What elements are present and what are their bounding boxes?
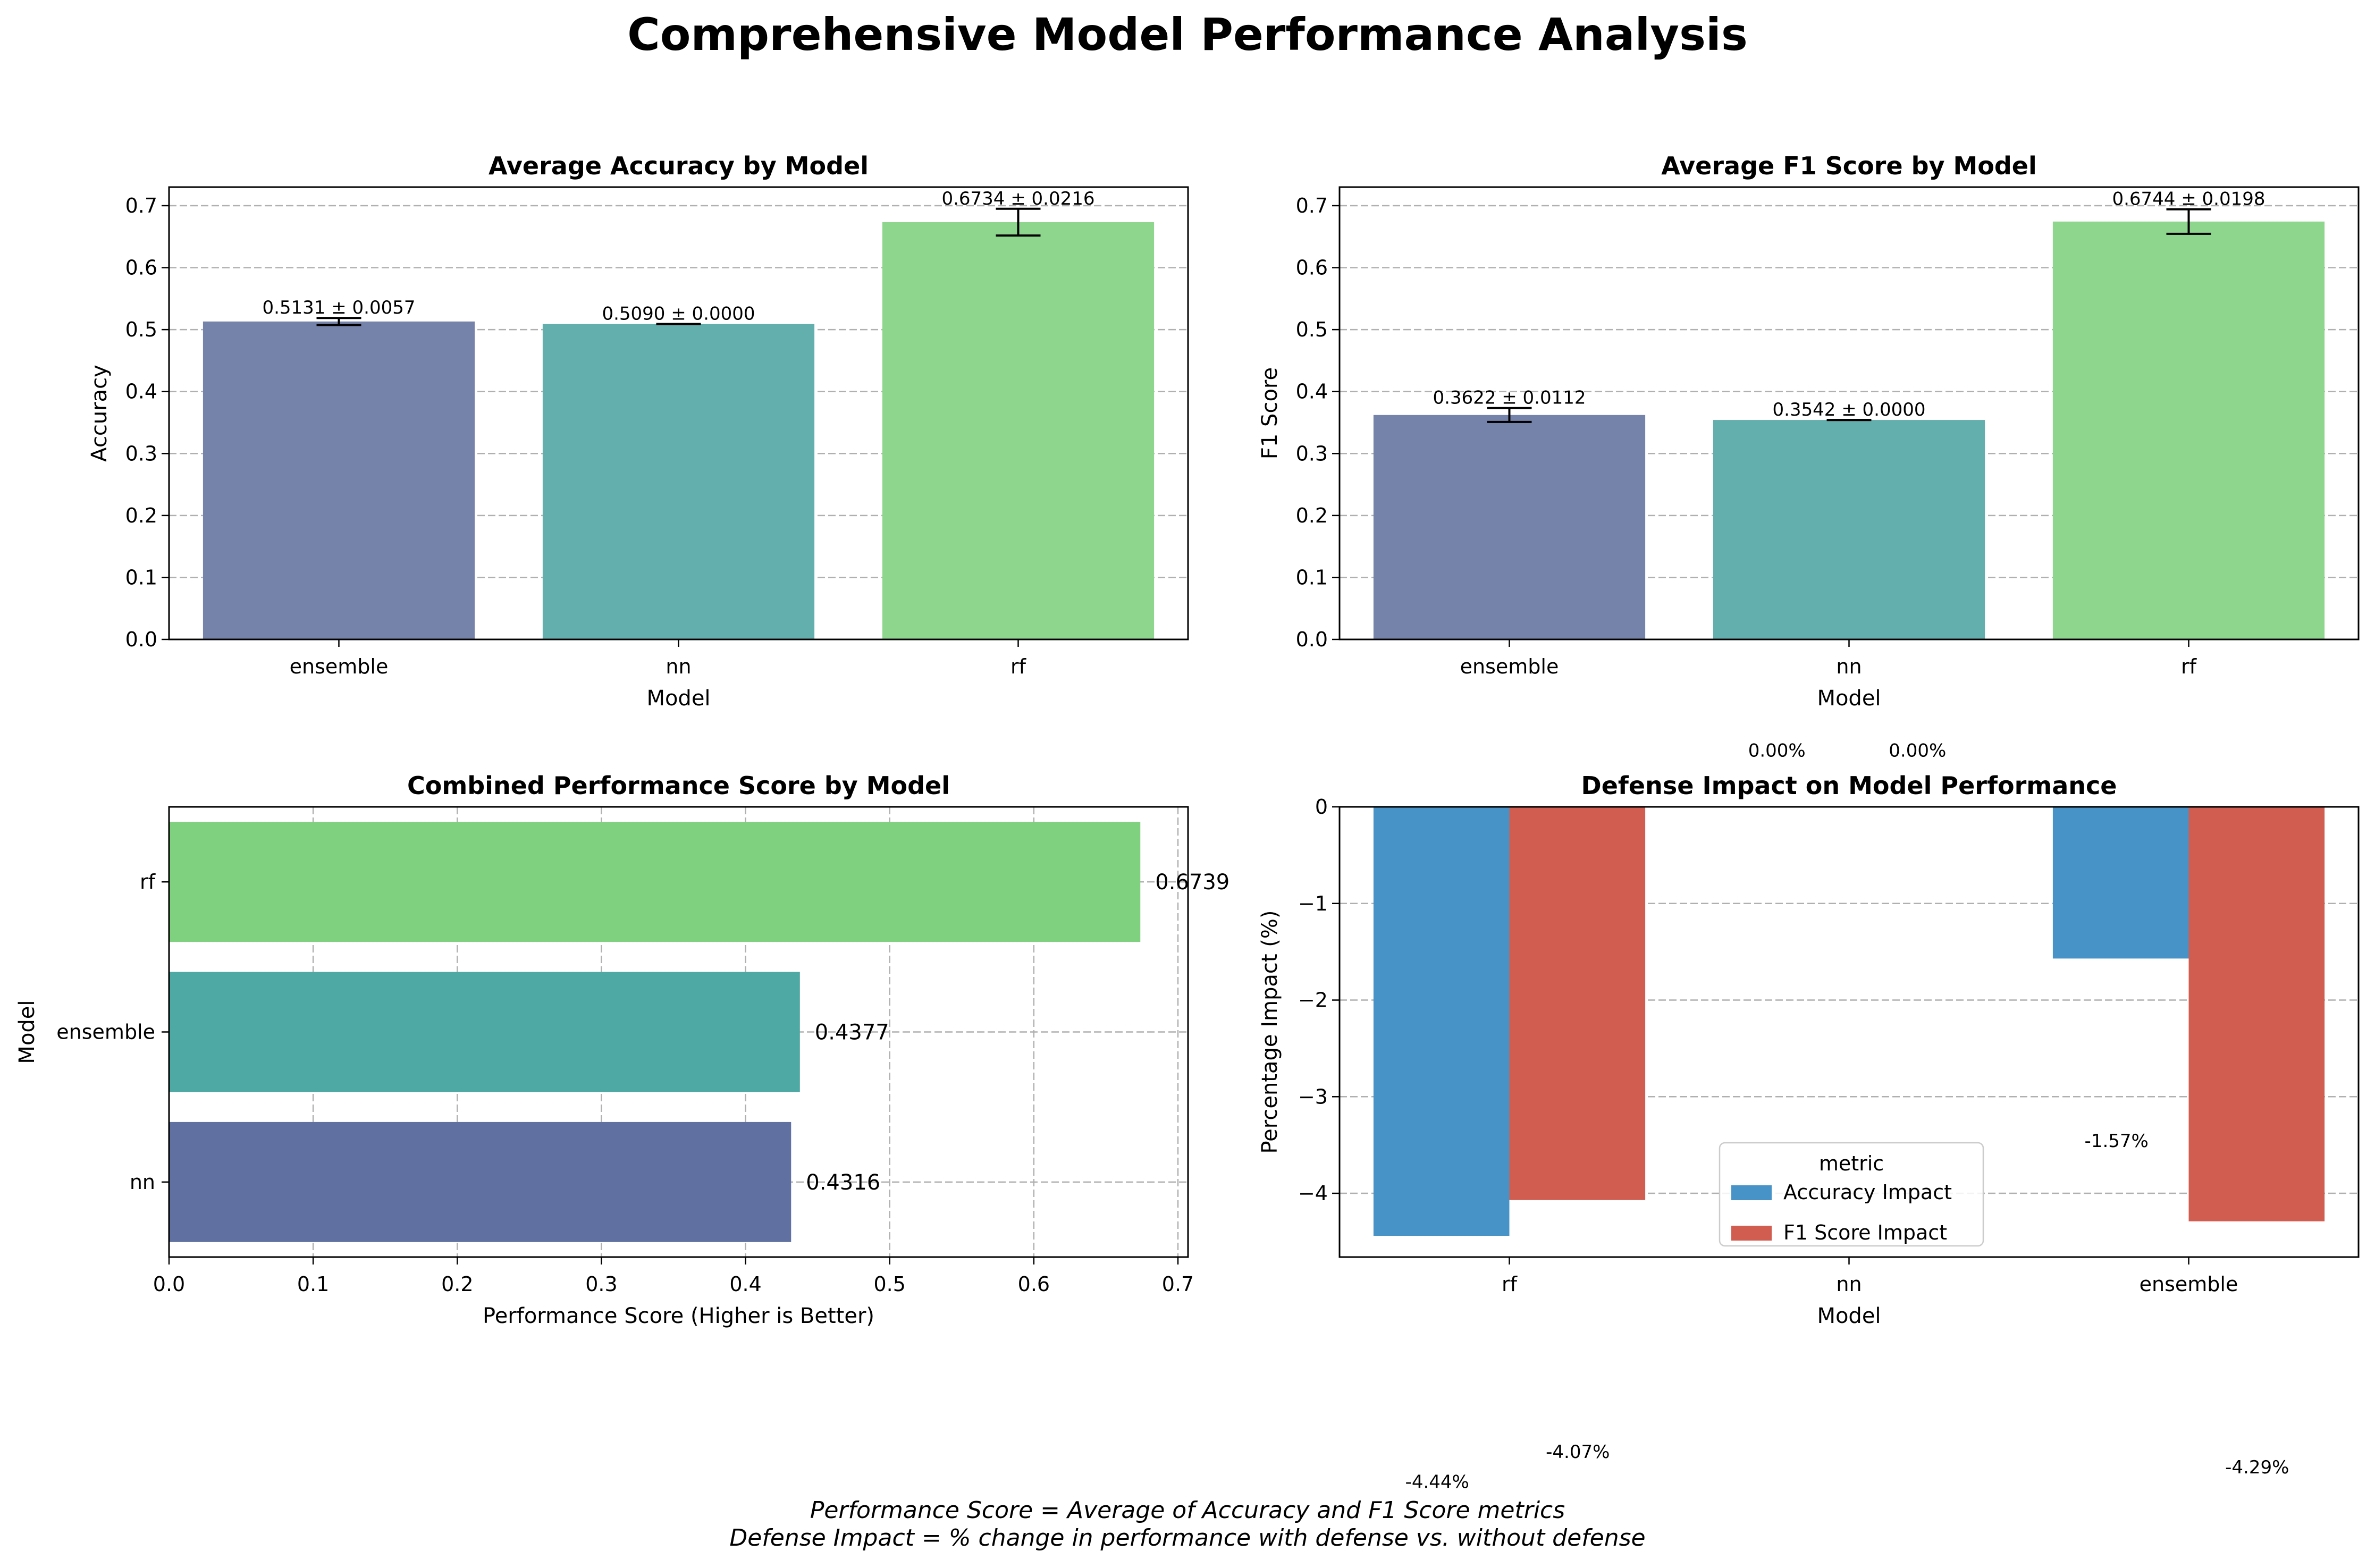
- plot-frame: [168, 186, 1189, 640]
- y-tick-label: nn: [130, 1170, 155, 1194]
- footnote-defense-impact: Defense Impact = % change in performance…: [729, 1524, 1646, 1552]
- x-tick-label: ensemble: [2140, 1272, 2238, 1296]
- y-tick-label: ensemble: [56, 1021, 155, 1044]
- y-axis-label: Percentage Impact (%): [1258, 910, 1282, 1153]
- y-axis-label: F1 Score: [1258, 367, 1282, 459]
- legend-title: metric: [1819, 1152, 1884, 1175]
- x-tick-label: nn: [666, 655, 691, 678]
- x-axis-label: Model: [1817, 686, 1881, 711]
- data-label: 0.4377: [815, 1021, 889, 1045]
- x-tick-label: 0.4: [729, 1272, 761, 1296]
- data-label: 0.5090 ± 0.0000: [602, 304, 755, 325]
- plot-frame: [1338, 186, 2360, 640]
- y-tick-label: 0: [1315, 795, 1328, 819]
- x-tick-label: 0.0: [153, 1272, 185, 1296]
- bar-rf: [2052, 221, 2325, 639]
- bar-ensemble: [1373, 415, 1646, 639]
- y-tick-label: 0.0: [1296, 628, 1328, 651]
- chart-title: Combined Performance Score by Model: [407, 771, 950, 800]
- y-tick-label: 0.6: [125, 256, 157, 280]
- x-tick-label: ensemble: [1460, 655, 1559, 678]
- bar-nn: [542, 324, 815, 639]
- y-tick-label: 0.2: [1296, 504, 1328, 527]
- legend-swatch: [1731, 1185, 1772, 1200]
- x-tick-label: 0.3: [585, 1272, 617, 1296]
- data-label: 0.00%: [1748, 740, 1806, 761]
- y-tick-label: −3: [1298, 1085, 1328, 1108]
- x-tick-label: 0.7: [1162, 1272, 1194, 1296]
- data-label: -4.44%: [1405, 1471, 1469, 1493]
- y-tick-label: 0.1: [125, 566, 157, 589]
- y-axis-label: Model: [15, 1000, 39, 1064]
- data-label: 0.00%: [1889, 740, 1946, 761]
- bar-ensemble-f1: [2188, 807, 2325, 1221]
- figure-title: Comprehensive Model Performance Analysis: [627, 9, 1748, 61]
- y-tick-label: 0.3: [1296, 442, 1328, 465]
- y-tick-label: 0.2: [125, 504, 157, 527]
- x-tick-label: rf: [1502, 1272, 1518, 1296]
- x-tick-label: ensemble: [290, 655, 389, 678]
- y-tick-label: 0.7: [1296, 194, 1328, 217]
- y-tick-label: 0.4: [125, 380, 157, 403]
- data-label: -4.07%: [1546, 1441, 1610, 1463]
- x-tick-label: 0.2: [441, 1272, 473, 1296]
- data-label: 0.6744 ± 0.0198: [2112, 189, 2265, 210]
- chart-title: Defense Impact on Model Performance: [1581, 771, 2117, 800]
- data-label: 0.3622 ± 0.0112: [1433, 387, 1586, 409]
- x-tick-label: 0.1: [297, 1272, 329, 1296]
- data-label: 0.3542 ± 0.0000: [1772, 399, 1925, 420]
- legend-swatch: [1731, 1226, 1772, 1241]
- y-tick-label: −1: [1298, 892, 1328, 915]
- y-tick-label: 0.7: [125, 194, 157, 217]
- legend-entry: F1 Score Impact: [1783, 1221, 1947, 1244]
- x-tick-label: nn: [1836, 1272, 1862, 1296]
- bar-nn: [169, 1122, 791, 1242]
- y-tick-label: −2: [1298, 989, 1328, 1012]
- y-tick-label: −4: [1298, 1182, 1328, 1205]
- bar-rf-accuracy: [1373, 807, 1510, 1236]
- bar-nn: [1713, 420, 1985, 639]
- data-label: 0.6739: [1155, 870, 1229, 895]
- y-tick-label: 0.5: [1296, 318, 1328, 341]
- y-tick-label: rf: [140, 870, 156, 893]
- plot-frame: [168, 806, 1189, 1258]
- data-label: 0.6734 ± 0.0216: [941, 188, 1094, 209]
- y-tick-label: 0.5: [125, 318, 157, 341]
- legend-entry: Accuracy Impact: [1783, 1181, 1952, 1204]
- bar-ensemble: [169, 972, 800, 1092]
- bar-rf: [882, 222, 1155, 639]
- chart-title: Average Accuracy by Model: [489, 151, 869, 180]
- y-tick-label: 0.1: [1296, 566, 1328, 589]
- bar-ensemble-accuracy: [2052, 807, 2189, 959]
- data-label: 0.4316: [806, 1170, 880, 1195]
- plot-frame: [1338, 806, 2360, 1258]
- y-tick-label: 0.4: [1296, 380, 1328, 403]
- x-axis-label: Model: [646, 686, 710, 711]
- data-label: 0.5131 ± 0.0057: [262, 297, 415, 318]
- legend-box: [1719, 1142, 1984, 1247]
- chart-title: Average F1 Score by Model: [1661, 151, 2037, 180]
- x-tick-label: nn: [1836, 655, 1862, 678]
- footnote-performance-score: Performance Score = Average of Accuracy …: [810, 1497, 1565, 1524]
- bar-rf: [169, 822, 1141, 942]
- y-axis-label: Accuracy: [87, 365, 112, 462]
- x-tick-label: rf: [2181, 655, 2197, 678]
- x-tick-label: 0.5: [874, 1272, 906, 1296]
- x-axis-label: Model: [1817, 1304, 1881, 1328]
- x-axis-label: Performance Score (Higher is Better): [483, 1304, 874, 1328]
- y-tick-label: 0.0: [125, 628, 157, 651]
- y-tick-label: 0.6: [1296, 256, 1328, 280]
- bar-ensemble: [203, 321, 475, 639]
- data-label: -1.57%: [2085, 1131, 2149, 1152]
- x-tick-label: 0.6: [1018, 1272, 1050, 1296]
- x-tick-label: rf: [1010, 655, 1027, 678]
- y-tick-label: 0.3: [125, 442, 157, 465]
- bar-rf-f1: [1509, 807, 1646, 1200]
- data-label: -4.29%: [2225, 1457, 2289, 1478]
